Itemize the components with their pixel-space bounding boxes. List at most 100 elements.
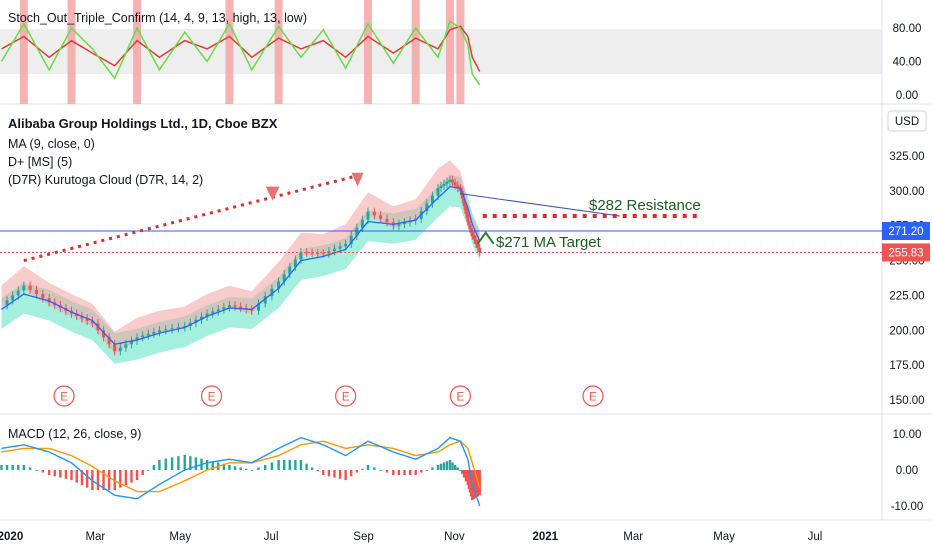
candle-body — [385, 218, 389, 223]
macd-histogram-bar — [459, 470, 462, 471]
price-axis-tick: 225.00 — [889, 290, 924, 302]
x-axis-label: May — [169, 531, 191, 543]
macd-histogram-bar — [141, 470, 144, 476]
earnings-label: E — [208, 392, 216, 404]
earnings-marker[interactable] — [335, 385, 357, 407]
macd-title: MACD (12, 26, close, 9) — [8, 427, 141, 441]
x-axis-label: 2020 — [0, 531, 23, 543]
candle-body — [129, 340, 133, 345]
candle-body — [321, 253, 325, 255]
macd-histogram-bar — [392, 470, 395, 476]
candle-body — [379, 215, 383, 219]
candle-body — [11, 295, 15, 301]
macd-histogram-bar — [257, 467, 260, 470]
candle-body — [310, 252, 314, 254]
macd-histogram-bar — [451, 462, 454, 470]
macd-histogram-bar — [152, 464, 156, 470]
candle-body — [332, 248, 336, 252]
candle-body — [439, 185, 443, 189]
candle-body — [239, 306, 243, 308]
macd-histogram-bar — [183, 454, 186, 470]
candle-body — [442, 183, 446, 186]
macd-histogram-bar — [414, 470, 417, 476]
indicator-cloud: (D7R) Kurutoga Cloud (D7R, 14, 2) — [8, 173, 203, 187]
down-triangle — [351, 172, 364, 187]
macd-histogram-bar — [456, 467, 459, 470]
macd-histogram-bar — [310, 467, 314, 470]
candle-body — [164, 329, 168, 331]
earnings-marker[interactable] — [449, 385, 471, 407]
candle-body — [5, 300, 9, 306]
macd-histogram-bar — [464, 470, 468, 482]
macd-histogram-bar — [35, 470, 38, 471]
candle-body — [270, 288, 274, 297]
candle-body — [102, 330, 106, 338]
macd-histogram-bar — [425, 470, 429, 471]
candle-body — [118, 347, 122, 352]
macd-histogram-bar — [250, 470, 253, 471]
macd-histogram-bar — [338, 470, 342, 479]
x-axis-label: Nov — [444, 531, 465, 543]
candle-body — [467, 221, 471, 226]
price-axis-tick: 200.00 — [889, 325, 924, 337]
candle-body — [35, 289, 39, 295]
candle-body — [170, 328, 174, 330]
ma-line — [1, 186, 481, 345]
macd-histogram-bar — [158, 459, 161, 470]
candle-body — [16, 290, 20, 296]
x-axis-label: May — [713, 531, 735, 543]
macd-histogram-bar — [130, 470, 133, 483]
candle-body — [282, 274, 286, 282]
currency-label: USD — [895, 116, 919, 128]
macd-histogram-bar — [70, 470, 73, 481]
macd-histogram-bar — [462, 470, 466, 478]
candle-body — [200, 316, 204, 320]
macd-histogram-bar — [442, 462, 446, 470]
macd-histogram-bar — [431, 467, 434, 470]
price-axis-tick: 175.00 — [889, 360, 924, 372]
candle-body — [157, 330, 161, 333]
stoch-signal-bar — [274, 0, 283, 104]
candle-body — [466, 213, 470, 222]
macd-histogram-bar — [11, 464, 14, 470]
earnings-label: E — [342, 392, 350, 404]
indicator-ma: MA (9, close, 0) — [8, 137, 95, 151]
down-triangle — [265, 186, 280, 201]
currency-button[interactable] — [887, 110, 927, 132]
price-axis-tick: 325.00 — [889, 151, 924, 163]
candle-body — [453, 182, 457, 186]
candle-body — [113, 344, 117, 352]
earnings-marker[interactable] — [53, 385, 75, 407]
candle-body — [124, 344, 128, 348]
macd-histogram-bar — [102, 470, 105, 491]
candle-body — [338, 246, 342, 249]
stoch-k-line — [0, 20, 481, 86]
macd-histogram-bar — [474, 470, 478, 498]
candle-body — [288, 266, 292, 275]
macd-histogram-bar — [119, 470, 122, 488]
candle-body — [41, 294, 45, 299]
x-axis-label: Jul — [808, 531, 823, 543]
macd-histogram-bar — [5, 464, 9, 470]
macd-histogram-bar — [282, 459, 286, 470]
indicator-dplus: D+ [MS] (5) — [8, 155, 72, 169]
stoch-axis-tick: 40.00 — [893, 57, 922, 69]
macd-histogram-bar — [28, 467, 32, 470]
candle-body — [222, 307, 226, 310]
earnings-label: E — [457, 392, 465, 404]
macd-histogram-bar — [124, 470, 128, 486]
stoch-signal-bar — [133, 0, 142, 104]
macd-histogram-bar — [17, 464, 20, 470]
candle-body — [445, 181, 449, 184]
stoch-signal-bar — [67, 0, 76, 104]
macd-histogram-bar — [80, 470, 84, 486]
earnings-marker[interactable] — [200, 385, 223, 407]
macd-histogram-bar — [239, 467, 242, 470]
candle-body — [146, 333, 150, 336]
macd-histogram-bar — [277, 459, 280, 470]
ma-target-annotation: $271 MA Target — [496, 234, 602, 251]
earnings-marker[interactable] — [582, 385, 604, 407]
candle-body — [107, 337, 111, 345]
macd-histogram-bar — [75, 470, 78, 483]
